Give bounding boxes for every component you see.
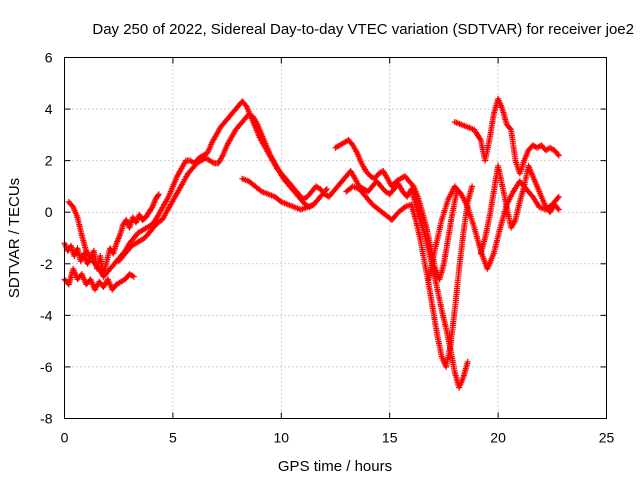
y-tick-label: 0 <box>45 204 53 220</box>
data-point-markers <box>477 162 562 257</box>
x-tick-label: 0 <box>61 430 69 446</box>
data-point-markers <box>332 137 460 283</box>
x-tick-label: 15 <box>382 430 398 446</box>
data-point-markers <box>343 183 476 370</box>
data-point-markers <box>115 111 330 265</box>
x-axis-label: GPS time / hours <box>278 458 392 475</box>
y-axis-label: SDTVAR / TECUs <box>6 178 23 298</box>
axis-ticks: 0 5 10 15 20 25 -8 -6 -4 -2 0 2 4 6 <box>40 50 614 446</box>
y-tick-label: 6 <box>45 50 53 66</box>
series-I <box>425 178 562 283</box>
series-F <box>332 137 460 283</box>
y-tick-label: -6 <box>40 359 53 375</box>
series-C <box>65 98 471 391</box>
series-J <box>477 162 562 257</box>
y-tick-label: -2 <box>40 256 53 272</box>
data-point-markers <box>239 175 317 213</box>
y-tick-label: -8 <box>40 411 53 427</box>
data-point-markers <box>425 178 562 283</box>
y-tick-label: 2 <box>45 153 53 169</box>
chart-title: Day 250 of 2022, Sidereal Day-to-day VTE… <box>92 21 634 38</box>
data-point-markers <box>451 95 562 177</box>
series-E <box>239 175 317 213</box>
series-D <box>115 111 330 265</box>
data-point-markers <box>65 98 471 391</box>
plot-frame <box>64 57 607 419</box>
x-tick-label: 25 <box>599 430 615 446</box>
y-tick-label: -4 <box>40 307 53 323</box>
y-tick-label: 4 <box>45 101 53 117</box>
x-tick-label: 5 <box>169 430 177 446</box>
data-points <box>61 95 562 391</box>
series-G <box>343 183 476 370</box>
x-tick-label: 10 <box>274 430 290 446</box>
x-tick-label: 20 <box>490 430 506 446</box>
series-H <box>451 95 562 177</box>
